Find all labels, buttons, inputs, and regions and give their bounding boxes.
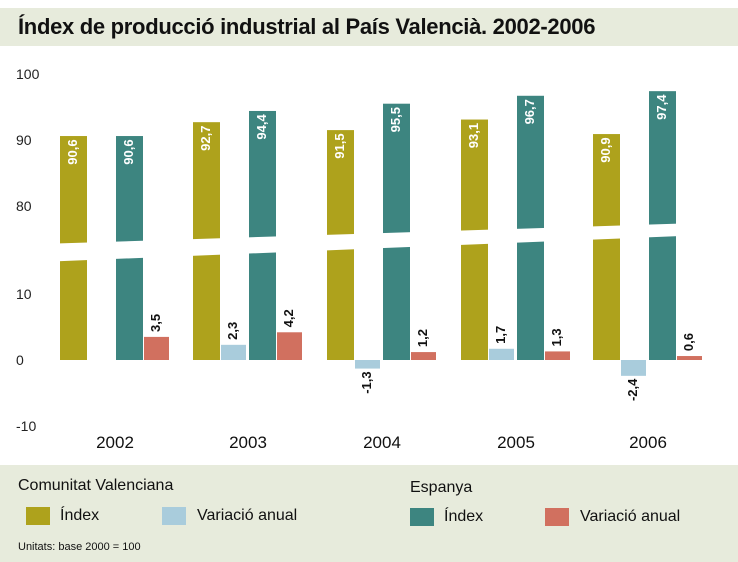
bar-cv-var bbox=[621, 360, 646, 376]
bar-cv-var bbox=[221, 344, 246, 360]
data-label: 97,4 bbox=[654, 94, 669, 120]
data-label: 4,2 bbox=[281, 309, 296, 327]
data-label: 1,2 bbox=[415, 329, 430, 347]
data-label: 90,6 bbox=[65, 139, 80, 164]
x-tick-label: 2003 bbox=[229, 433, 267, 452]
legend-swatch-es-index bbox=[410, 508, 434, 526]
data-label: 1,3 bbox=[549, 328, 564, 346]
bar-es-index bbox=[383, 103, 410, 360]
legend: Comunitat Valenciana Espanya Índex Varia… bbox=[0, 465, 738, 562]
y-tick-label: 90 bbox=[16, 132, 32, 148]
y-tick-label: 80 bbox=[16, 198, 32, 214]
data-label: -1,3 bbox=[359, 371, 374, 393]
legend-label-es-index: Índex bbox=[444, 508, 484, 525]
bar-es-var bbox=[411, 352, 436, 360]
legend-group-cv: Comunitat Valenciana bbox=[18, 477, 174, 494]
data-label: 93,1 bbox=[466, 123, 481, 148]
bar-es-var bbox=[545, 351, 570, 360]
data-label: 94,4 bbox=[254, 114, 269, 140]
bar-cv-var bbox=[489, 348, 514, 360]
data-label: 95,5 bbox=[388, 107, 403, 132]
footnote: Unitats: base 2000 = 100 bbox=[18, 541, 141, 553]
title-bar bbox=[0, 8, 738, 46]
axis-break bbox=[40, 222, 730, 262]
x-tick-label: 2002 bbox=[96, 433, 134, 452]
data-label: 90,6 bbox=[121, 139, 136, 164]
y-tick-label: -10 bbox=[16, 418, 36, 434]
data-label: 3,5 bbox=[148, 314, 163, 332]
chart-title: Índex de producció industrial al País Va… bbox=[18, 14, 596, 39]
data-label: -2,4 bbox=[625, 378, 640, 401]
legend-swatch-cv-var bbox=[162, 507, 186, 525]
data-label: 1,7 bbox=[493, 326, 508, 344]
x-tick-label: 2005 bbox=[497, 433, 535, 452]
legend-label-cv-var: Variació anual bbox=[197, 507, 298, 524]
bar-cv-var bbox=[355, 360, 380, 369]
data-label: 90,9 bbox=[598, 137, 613, 162]
y-tick-label: 100 bbox=[16, 66, 40, 82]
data-label: 0,6 bbox=[681, 333, 696, 351]
legend-label-cv-index: Índex bbox=[60, 507, 100, 524]
x-tick-label: 2006 bbox=[629, 433, 667, 452]
bar-cv-index bbox=[593, 134, 620, 360]
data-label: 2,3 bbox=[225, 322, 240, 340]
bar-es-index bbox=[517, 95, 544, 360]
y-tick-label: 0 bbox=[16, 352, 24, 368]
y-tick-label: 10 bbox=[16, 286, 32, 302]
bar-es-var bbox=[277, 332, 302, 360]
data-label: 92,7 bbox=[198, 126, 213, 151]
legend-label-es-var: Variació anual bbox=[580, 508, 681, 525]
bar-es-var bbox=[144, 336, 169, 360]
legend-swatch-es-var bbox=[545, 508, 569, 526]
legend-group-es: Espanya bbox=[410, 479, 473, 496]
data-label: 91,5 bbox=[332, 133, 347, 158]
x-tick-label: 2004 bbox=[363, 433, 401, 452]
bar-es-var bbox=[677, 356, 702, 360]
bar-es-index bbox=[249, 110, 276, 361]
data-label: 96,7 bbox=[522, 99, 537, 124]
legend-swatch-cv-index bbox=[26, 507, 50, 525]
